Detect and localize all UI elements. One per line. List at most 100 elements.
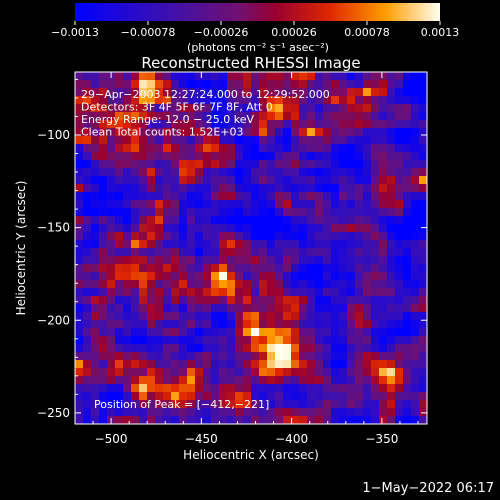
heatmap-cell xyxy=(387,208,396,217)
heatmap-cell xyxy=(363,328,372,337)
heatmap-cell xyxy=(347,144,356,153)
heatmap-cell xyxy=(179,280,188,289)
heatmap-cell xyxy=(171,224,180,233)
heatmap-cell xyxy=(403,112,412,121)
heatmap-cell xyxy=(251,144,260,153)
heatmap-cell xyxy=(211,304,220,313)
heatmap-cell xyxy=(363,216,372,225)
heatmap-cell xyxy=(235,152,244,161)
heatmap-cell xyxy=(91,376,100,385)
heatmap-cell xyxy=(355,384,364,393)
heatmap-cell xyxy=(275,328,284,337)
heatmap-cell xyxy=(347,208,356,217)
heatmap-cell xyxy=(283,216,292,225)
heatmap-cell xyxy=(339,280,348,289)
heatmap-cell xyxy=(419,160,427,169)
heatmap-cell xyxy=(363,336,372,345)
heatmap-cell xyxy=(179,336,188,345)
heatmap-cell xyxy=(115,112,124,121)
heatmap-cell xyxy=(203,168,212,177)
heatmap-cell xyxy=(355,136,364,145)
heatmap-cell xyxy=(147,104,156,113)
heatmap-cell xyxy=(99,96,108,105)
heatmap-cell xyxy=(275,184,284,193)
heatmap-cell xyxy=(419,72,427,81)
heatmap-cell xyxy=(91,400,100,409)
heatmap-cell xyxy=(299,128,308,137)
heatmap-cell xyxy=(203,192,212,201)
heatmap-cell xyxy=(163,240,172,249)
heatmap-cell xyxy=(379,184,388,193)
heatmap-cell xyxy=(275,360,284,369)
heatmap-cell xyxy=(355,104,364,113)
heatmap-cell xyxy=(83,192,92,201)
heatmap-cell xyxy=(307,400,316,409)
heatmap-cell xyxy=(355,216,364,225)
heatmap-cell xyxy=(275,120,284,129)
heatmap-cell xyxy=(155,128,164,137)
heatmap-cell xyxy=(291,128,300,137)
heatmap-cell xyxy=(195,352,204,361)
heatmap-cell xyxy=(307,232,316,241)
heatmap-cell xyxy=(283,304,292,313)
heatmap-cell xyxy=(83,104,92,113)
heatmap-cell xyxy=(171,240,180,249)
heatmap-cell xyxy=(347,160,356,169)
heatmap-cell xyxy=(179,112,188,121)
heatmap-cell xyxy=(123,168,132,177)
heatmap-cell xyxy=(107,184,116,193)
heatmap-cell xyxy=(243,320,252,329)
heatmap-cell xyxy=(227,272,236,281)
heatmap-cell xyxy=(171,216,180,225)
heatmap-cell xyxy=(219,136,228,145)
heatmap-cell xyxy=(251,256,260,265)
heatmap-cell xyxy=(355,416,364,424)
heatmap-cell xyxy=(171,80,180,89)
heatmap-cell xyxy=(107,200,116,209)
heatmap-cell xyxy=(139,352,148,361)
heatmap-cell xyxy=(387,160,396,169)
heatmap-cell xyxy=(275,136,284,145)
heatmap-cell xyxy=(115,248,124,257)
heatmap-cell xyxy=(291,88,300,97)
heatmap-cell xyxy=(363,376,372,385)
heatmap-cell xyxy=(195,240,204,249)
heatmap-cell xyxy=(347,344,356,353)
heatmap-cell xyxy=(147,248,156,257)
heatmap-cell xyxy=(347,392,356,401)
heatmap-cell xyxy=(211,104,220,113)
heatmap-cell xyxy=(155,368,164,377)
heatmap-cell xyxy=(275,384,284,393)
heatmap-cell xyxy=(187,136,196,145)
heatmap-cell xyxy=(387,288,396,297)
heatmap-cell xyxy=(251,248,260,257)
heatmap-cell xyxy=(155,272,164,281)
heatmap-cell xyxy=(131,216,140,225)
heatmap-cell xyxy=(227,248,236,257)
heatmap-cell xyxy=(187,192,196,201)
heatmap-cell xyxy=(275,192,284,201)
heatmap-cell xyxy=(195,336,204,345)
heatmap-cell xyxy=(99,256,108,265)
heatmap-cell xyxy=(339,168,348,177)
heatmap-cell xyxy=(387,256,396,265)
heatmap-cell xyxy=(307,208,316,217)
heatmap-cell xyxy=(363,352,372,361)
heatmap-cell xyxy=(291,136,300,145)
heatmap-cell xyxy=(291,168,300,177)
heatmap-cell xyxy=(323,216,332,225)
heatmap-cell xyxy=(235,128,244,137)
heatmap-cell xyxy=(195,376,204,385)
heatmap-cell xyxy=(235,72,244,81)
heatmap-cell xyxy=(379,360,388,369)
heatmap-cell xyxy=(235,184,244,193)
heatmap-cell xyxy=(115,184,124,193)
heatmap-cell xyxy=(123,152,132,161)
heatmap-cell xyxy=(347,112,356,121)
heatmap-cell xyxy=(291,304,300,313)
heatmap-cell xyxy=(395,144,404,153)
heatmap-cell xyxy=(291,264,300,273)
heatmap-cell xyxy=(411,176,420,185)
heatmap-cell xyxy=(155,336,164,345)
heatmap-cell xyxy=(131,112,140,121)
